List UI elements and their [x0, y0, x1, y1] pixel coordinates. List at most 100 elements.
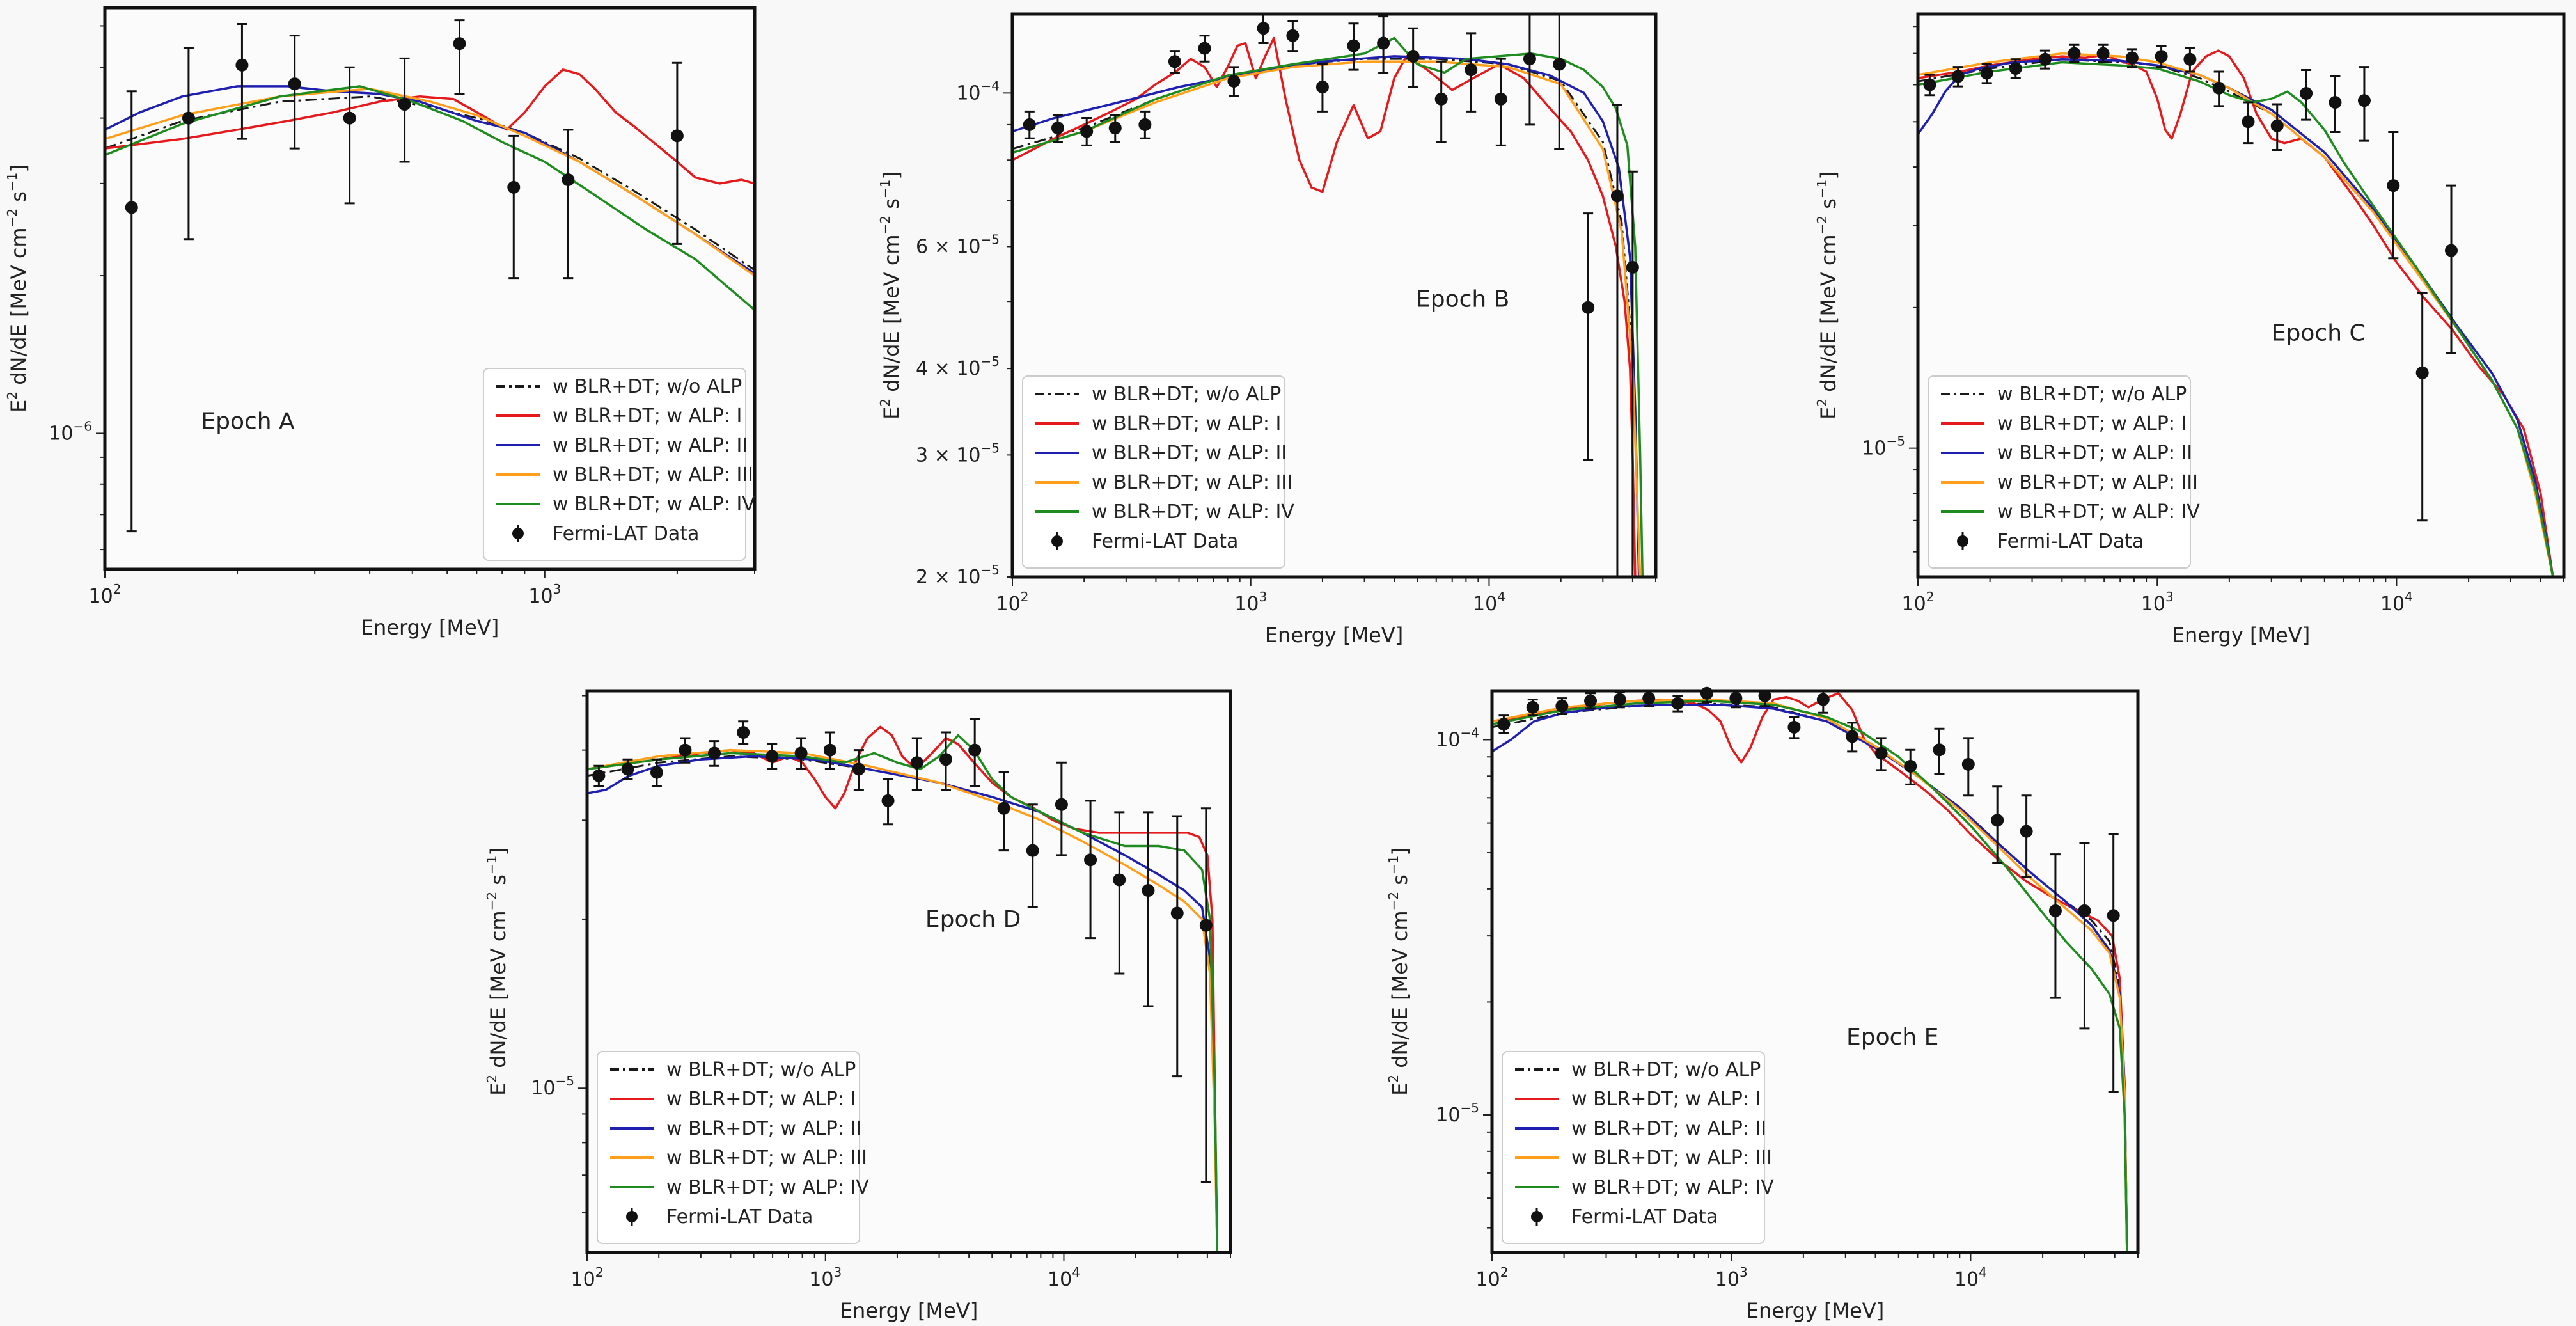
data-point [1434, 92, 1448, 106]
data-point [2357, 94, 2371, 107]
epoch-label: Epoch D [925, 906, 1021, 933]
legend-marker [1531, 1211, 1543, 1222]
legend-marker [626, 1211, 638, 1222]
data-point [823, 743, 836, 757]
data-point [1168, 55, 1181, 68]
x-axis-label: Energy [MeV] [361, 615, 499, 640]
x-tick-label: 104 [1473, 589, 1505, 615]
data-point [621, 762, 634, 776]
legend-entry: Fermi-LAT Data [553, 523, 699, 545]
series-group [105, 68, 755, 312]
data-point [1642, 691, 1656, 705]
legend-entry: w BLR+DT; w/o ALP [1571, 1059, 1761, 1081]
legend-entry: w BLR+DT; w ALP: I [1571, 1088, 1761, 1110]
data-point [2048, 904, 2062, 917]
data-point [2387, 179, 2400, 193]
data-point [997, 801, 1010, 815]
legend: w BLR+DT; w/o ALP w BLR+DT; w ALP: I w BLR… [483, 368, 755, 561]
series-line-no-alp [105, 95, 755, 271]
legend-entry: w BLR+DT; w ALP: IV [1092, 501, 1294, 523]
y-tick-label: 10−6 [49, 418, 92, 445]
x-tick-label: 102 [571, 1265, 604, 1291]
data-point [592, 769, 606, 782]
data-point [1051, 122, 1064, 135]
legend-box [483, 368, 746, 561]
data-point [235, 58, 249, 72]
series-line-alp-iii [105, 88, 755, 277]
data-point [1142, 884, 1155, 897]
data-point [2270, 119, 2284, 132]
data-point [1523, 52, 1536, 66]
data-point [1980, 67, 1993, 80]
legend-box [1022, 375, 1285, 569]
data-point [737, 726, 750, 739]
data-point [182, 111, 195, 125]
legend-entry: w BLR+DT; w ALP: I [666, 1088, 856, 1110]
data-point [2415, 366, 2429, 379]
data-point [1874, 746, 1888, 760]
legend-entry: w BLR+DT; w/o ALP [666, 1059, 856, 1081]
legend: w BLR+DT; w/o ALP w BLR+DT; w ALP: I w BLR… [597, 1051, 869, 1244]
data-point [288, 77, 301, 91]
legend-entry: w BLR+DT; w ALP: IV [553, 493, 755, 516]
legend-box [1502, 1051, 1765, 1244]
data-point [1526, 700, 1539, 714]
data-point [2445, 244, 2458, 257]
y-tick-label: 10−5 [1862, 434, 1905, 460]
data-point [1904, 759, 1917, 773]
legend-entry: w BLR+DT; w ALP: II [553, 434, 748, 457]
data-point [2009, 62, 2022, 75]
data-point [2242, 115, 2255, 129]
plot-frame [103, 6, 757, 571]
x-axis-label: Energy [MeV] [2172, 623, 2310, 647]
data-point [910, 756, 923, 770]
legend-entry: w BLR+DT; w ALP: IV [1571, 1176, 1774, 1199]
legend-entry: Fermi-LAT Data [1092, 530, 1238, 553]
x-tick-label: 103 [809, 1265, 842, 1291]
data-point [1582, 301, 1595, 314]
data-point [1227, 74, 1241, 88]
series-line-alp-i [1012, 36, 1637, 577]
data-point [1084, 853, 1097, 867]
legend-entry: w BLR+DT; w ALP: I [1997, 413, 2187, 435]
data-point [1055, 798, 1068, 811]
legend: w BLR+DT; w/o ALP w BLR+DT; w ALP: I w BLR… [1928, 375, 2200, 569]
data-point [2107, 909, 2120, 922]
x-tick-label: 103 [2141, 589, 2174, 615]
data-point [679, 743, 692, 757]
data-point [766, 750, 779, 763]
epoch-label: Epoch B [1416, 287, 1509, 313]
legend-box [597, 1051, 860, 1244]
data-point [1610, 189, 1624, 203]
data-point [2155, 50, 2168, 63]
data-point [398, 98, 411, 111]
data-point [1026, 844, 1039, 857]
legend-entry: w BLR+DT; w ALP: III [1571, 1147, 1772, 1169]
chart-panel-d: 102 103 104 10−5 Epoch D Energy [MeV] E2 dN/dE… [484, 689, 1232, 1323]
x-axis-label: Energy [MeV] [1265, 623, 1403, 647]
x-tick-label: 103 [528, 581, 561, 608]
legend-entry: w BLR+DT; w ALP: II [1092, 442, 1287, 464]
data-point [507, 180, 521, 194]
legend-entry: w BLR+DT; w ALP: I [1092, 413, 1281, 435]
data-point [1377, 36, 1390, 50]
data-point [2125, 51, 2139, 65]
legend-entry: w BLR+DT; w/o ALP [1092, 383, 1281, 406]
y-axis-label: E2 dN/dE [MeV cm−2 s−1] [877, 171, 904, 420]
data-point [2038, 52, 2052, 66]
data-point [1555, 699, 1569, 713]
data-point [968, 743, 982, 757]
data-point [881, 794, 895, 807]
legend-entry: w BLR+DT; w ALP: II [666, 1117, 861, 1140]
legend-entry: Fermi-LAT Data [1997, 530, 2144, 553]
y-axis-label: E2 dN/dE [MeV cm−2 s−1] [484, 848, 510, 1096]
data-point [2078, 904, 2091, 917]
x-tick-label: 104 [2380, 589, 2413, 615]
y-tick-label: 10−5 [531, 1073, 574, 1100]
y-tick-label: 10−4 [1436, 725, 1479, 751]
legend-entry: Fermi-LAT Data [1571, 1206, 1718, 1228]
data-point [1816, 693, 1830, 706]
legend-entry: w BLR+DT; w ALP: III [553, 464, 753, 486]
legend-entry: w BLR+DT; w ALP: II [1997, 442, 2192, 464]
series-group [1012, 36, 1644, 577]
